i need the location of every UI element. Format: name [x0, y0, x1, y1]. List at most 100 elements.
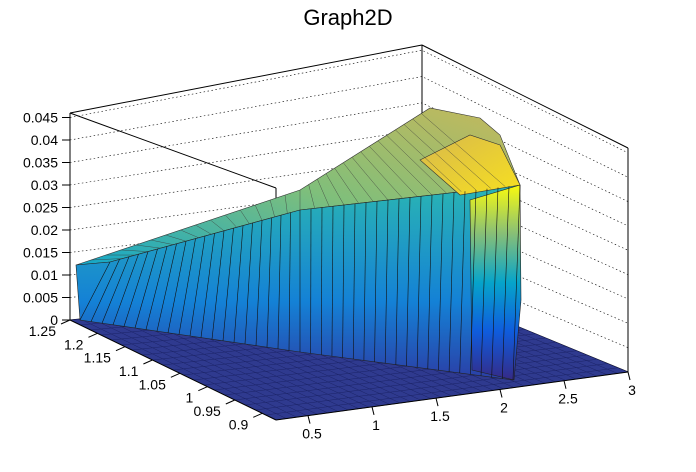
z-tick-label: 0.04 [31, 132, 58, 148]
y-tick-mark [88, 332, 98, 338]
surface-mesh-line [178, 238, 196, 335]
surface-mesh-line [233, 225, 244, 343]
surface-mesh-line [421, 113, 506, 187]
surface-mesh-line [403, 124, 477, 191]
surface-mesh-line [90, 258, 123, 261]
x-tick-mark [563, 380, 567, 389]
surface-mesh-line [395, 129, 462, 192]
y-tick-mark [115, 346, 126, 352]
surface-mesh-line [288, 212, 291, 351]
y-tick-label: 1.15 [84, 350, 111, 366]
z-tick-label: 0.01 [31, 267, 58, 283]
x-tick-mark [371, 406, 375, 416]
frame-top-front-left [69, 112, 277, 189]
y-axis: 0.9 0.951 1.051.1 1.151.2 1.25 [29, 319, 277, 432]
y-tick-mark [225, 399, 236, 405]
surface-mesh-line [211, 230, 225, 340]
surface-mesh-line [269, 199, 275, 217]
surface-mesh-line [167, 241, 187, 333]
surface-mesh-line [135, 244, 161, 249]
y-tick-mark [253, 412, 263, 418]
surface-mesh-line [266, 217, 272, 348]
surface-mesh-line [384, 199, 389, 364]
z-axis: 0 0.005 0.01 0.015 0.02 0.025 0.03 0.035 0.04 0.0… [23, 110, 71, 328]
floor-mesh-line [100, 316, 308, 416]
surface-mesh-line [123, 251, 149, 327]
surface-mesh-line [255, 220, 263, 346]
surface-mesh-line [90, 259, 120, 322]
surface-mesh-line [222, 228, 234, 341]
floor-mesh-line [111, 315, 318, 415]
surface-mesh-line [406, 197, 411, 367]
surface-mesh-line [255, 204, 263, 221]
surface-mesh-line [101, 256, 130, 324]
surface-mesh-line [200, 233, 215, 338]
surface-mesh-line [470, 189, 477, 375]
surface-mesh-line [491, 187, 499, 378]
x-tick-label: 0.5 [302, 426, 322, 442]
surface-mesh-line [277, 215, 282, 349]
x-tick-mark [435, 398, 439, 407]
x-tick-mark [499, 389, 503, 398]
z-tick-label: 0.035 [23, 155, 58, 171]
z-tick-label: 0.025 [23, 200, 58, 216]
surface-mesh-line [325, 173, 345, 206]
surface-mesh-line [244, 222, 253, 345]
frame-top-right-edge [421, 44, 629, 149]
surface-mesh-line [374, 201, 378, 362]
y-tick-label: 1.05 [139, 376, 166, 392]
z-tick-label: 0 [50, 312, 58, 328]
surface-mesh-line [150, 239, 174, 245]
floor-mesh-line [90, 317, 297, 418]
x-axis: 0.5 1 1.5 2 2.5 3 [275, 371, 636, 442]
surface-mesh-line [369, 146, 418, 197]
surface-mesh-line [502, 186, 510, 379]
surface-mesh-line [459, 191, 466, 374]
floor-mesh-line [121, 314, 328, 414]
surface-mesh-line [412, 118, 491, 189]
y-tick-label: 0.9 [229, 416, 249, 432]
chart-title: Graph2D [303, 5, 392, 30]
y-tick-mark [198, 386, 208, 392]
frame-top-left-edge [69, 44, 423, 114]
x-tick-label: 3 [628, 382, 636, 398]
surface-right-wall [469, 184, 522, 381]
surface-mesh-line [395, 198, 400, 365]
surface-mesh-line [351, 157, 389, 201]
x-axis-line [275, 371, 629, 421]
surface-mesh-line [352, 203, 356, 360]
floor-mesh-line [80, 318, 287, 419]
y-tick-label: 1.1 [119, 363, 139, 379]
y-tick-mark [143, 359, 153, 365]
z-grid-line [69, 207, 629, 300]
surface-mesh-line [189, 235, 206, 337]
y-axis-line [69, 319, 277, 421]
z-grid-line [69, 49, 629, 154]
z-grid-line [69, 102, 629, 202]
z-tick-label: 0.02 [31, 222, 58, 238]
surface-mesh-line [165, 234, 187, 242]
surface-mesh-line [120, 249, 149, 252]
y-tick-label: 1.2 [64, 336, 84, 352]
y-tick-mark [60, 319, 71, 325]
surface-mesh-line [112, 254, 139, 325]
surface-peak-face [419, 134, 521, 196]
surface-mesh-line [320, 207, 323, 355]
surface-mesh-line [180, 229, 199, 238]
surface-mesh-line [363, 202, 367, 361]
surface-mesh-line [331, 206, 334, 357]
surface-mesh-line [317, 178, 330, 207]
surface-mesh-line [386, 135, 447, 194]
surface-mesh-line [145, 246, 168, 330]
surface-mesh-line [210, 219, 225, 231]
y-tick-mark [170, 372, 181, 378]
z-tick-label: 0.015 [23, 245, 58, 261]
x-tick-label: 1 [372, 417, 380, 433]
y-tick-label: 1 [186, 390, 194, 406]
surface-mesh-line [342, 204, 345, 358]
z-tick-label: 0.045 [23, 110, 58, 126]
surface-mesh-line [343, 162, 374, 202]
surface-mesh-line [334, 168, 359, 204]
